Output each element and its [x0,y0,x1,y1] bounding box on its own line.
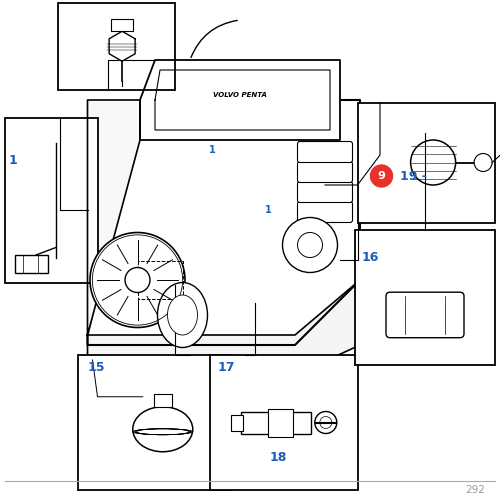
Circle shape [125,268,150,292]
Bar [241,412,311,434]
Circle shape [370,165,392,187]
Ellipse shape [168,295,198,335]
Circle shape [298,232,322,258]
Polygon shape [88,100,360,345]
Text: 1: 1 [9,154,18,166]
Bar [78,355,233,490]
Text: 18: 18 [270,451,287,464]
FancyBboxPatch shape [298,182,352,203]
Text: 1: 1 [209,145,216,155]
Circle shape [282,218,338,272]
Text: 9: 9 [378,171,386,181]
Bar [154,394,172,407]
Text: 15: 15 [88,361,105,374]
Bar [58,2,175,90]
Bar [231,414,243,430]
Text: 16: 16 [362,251,379,264]
Polygon shape [88,280,360,375]
Text: 292: 292 [465,485,485,495]
Circle shape [474,154,492,172]
Ellipse shape [133,407,193,452]
Bar [15,255,48,272]
Polygon shape [88,100,140,335]
Bar [358,102,495,222]
Circle shape [90,232,185,328]
FancyBboxPatch shape [386,292,464,338]
FancyBboxPatch shape [298,142,352,163]
Circle shape [315,412,337,434]
Ellipse shape [158,282,208,348]
Circle shape [410,140,456,185]
Bar [5,118,98,282]
Bar [355,230,495,365]
Bar [111,18,133,31]
Bar [210,355,358,490]
Text: 19 -: 19 - [400,170,427,182]
Polygon shape [109,31,135,61]
Polygon shape [140,60,340,140]
Bar [268,408,293,436]
Text: VOLVO PENTA: VOLVO PENTA [213,92,267,98]
Text: 1: 1 [265,205,272,215]
FancyBboxPatch shape [298,202,352,222]
Text: 17: 17 [218,361,235,374]
FancyBboxPatch shape [298,162,352,182]
